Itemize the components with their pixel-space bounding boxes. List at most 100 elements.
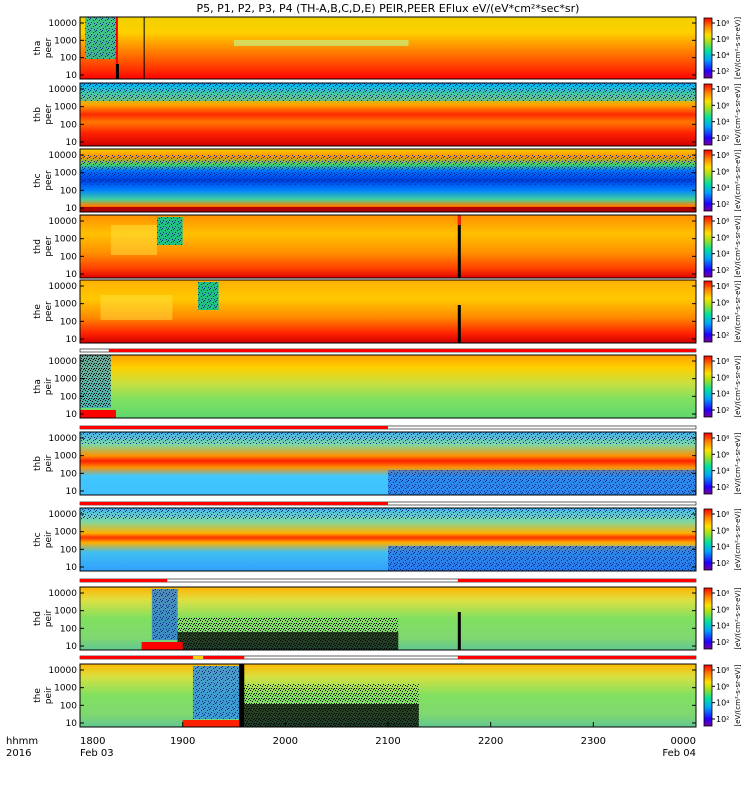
colorbar-tick-label: 10⁸	[716, 151, 729, 160]
panel-species-label: peir	[44, 377, 54, 395]
colorbar-tick-label: 10²	[716, 67, 729, 76]
panel-species-label: peer	[44, 37, 54, 58]
panel-thb-peer	[79, 82, 715, 147]
y-tick-label: 100	[60, 120, 77, 130]
y-tick-label: 10000	[48, 282, 77, 292]
y-tick-label: 10000	[48, 357, 77, 367]
colorbar	[703, 83, 713, 146]
x-tick-label: 2300	[581, 736, 606, 747]
colorbar-tick-label: 10⁶	[716, 233, 729, 242]
panel-the-peer	[79, 279, 715, 344]
colorbar	[703, 664, 713, 727]
panel-probe-label: tha	[33, 379, 43, 394]
x-tick-label: 2000	[273, 736, 298, 747]
panel-thc-peir	[79, 507, 715, 572]
colorbar	[703, 587, 713, 650]
y-tick-label: 100	[60, 186, 77, 196]
colorbar-label: [eV/(cm²-s-sr-eV)]	[734, 149, 742, 212]
y-tick-label: 10000	[48, 151, 77, 161]
colorbar-tick-label: 10⁶	[716, 526, 729, 535]
mode-flag-bar	[79, 655, 697, 660]
colorbar-tick-label: 10⁶	[716, 35, 729, 44]
panel-probe-label: tha	[33, 41, 43, 56]
y-tick-label: 1000	[54, 684, 77, 694]
colorbar	[703, 355, 713, 418]
colorbar-tick-label: 10⁴	[716, 51, 729, 60]
y-tick-label: 1000	[54, 103, 77, 113]
colorbar-tick-label: 10⁶	[716, 101, 729, 110]
colorbar	[703, 17, 713, 79]
x-tick-label: 1900	[170, 736, 195, 747]
mode-flag-bar	[79, 425, 697, 430]
panel-tha-peer	[79, 16, 715, 80]
panel-species-label: peer	[44, 170, 54, 191]
x-tick-label: 0000	[671, 736, 696, 747]
colorbar-label: [eV/(cm²-s-sr-eV)]	[734, 280, 742, 343]
colorbar-tick-label: 10²	[716, 406, 729, 415]
y-tick-label: 1000	[54, 300, 77, 310]
y-tick-label: 1000	[54, 235, 77, 245]
colorbar-tick-label: 10⁶	[716, 605, 729, 614]
colorbar	[703, 215, 713, 278]
y-tick-label: 1000	[54, 169, 77, 179]
colorbar-tick-label: 10⁸	[716, 666, 729, 675]
colorbar-tick-label: 10⁸	[716, 589, 729, 598]
colorbar-tick-label: 10⁴	[716, 184, 729, 193]
y-tick-label: 1000	[54, 452, 77, 462]
mode-flag-bar	[79, 348, 697, 353]
colorbar-tick-label: 10⁶	[716, 450, 729, 459]
y-tick-label: 10	[66, 204, 78, 214]
x-tick-label: 1800	[80, 736, 105, 747]
x-axis-year-label: 2016	[6, 748, 31, 759]
colorbar-tick-label: 10⁸	[716, 282, 729, 291]
colorbar-tick-label: 10²	[716, 134, 729, 143]
panel-thc-peer	[79, 148, 715, 213]
y-tick-label: 10000	[48, 85, 77, 95]
colorbar-tick-label: 10²	[716, 266, 729, 275]
panel-species-label: peer	[44, 104, 54, 125]
colorbar-tick-label: 10⁴	[716, 250, 729, 259]
panel-probe-label: the	[33, 688, 43, 703]
colorbar-tick-label: 10⁴	[716, 315, 729, 324]
y-tick-label: 10	[66, 642, 78, 652]
panel-thb-peir	[79, 431, 715, 496]
colorbar-tick-label: 10⁸	[716, 434, 729, 443]
colorbar-label: [eV/(cm²-s-sr-eV)]	[734, 215, 742, 278]
y-tick-label: 1000	[54, 607, 77, 617]
y-tick-label: 100	[60, 392, 77, 402]
y-tick-label: 10	[66, 563, 78, 573]
mode-flag-bar	[79, 501, 697, 506]
x-axis-format-label: hhmm	[6, 736, 38, 747]
panel-the-peir	[79, 663, 715, 728]
y-tick-label: 10000	[48, 19, 77, 29]
y-tick-label: 100	[60, 545, 77, 555]
chart-title: P5, P1, P2, P3, P4 (TH-A,B,C,D,E) PEIR,P…	[197, 2, 580, 15]
colorbar	[703, 432, 713, 495]
panel-probe-label: thd	[33, 611, 43, 626]
y-tick-label: 1000	[54, 36, 77, 46]
panel-species-label: peir	[44, 454, 54, 472]
colorbar-tick-label: 10⁴	[716, 543, 729, 552]
colorbar-tick-label: 10⁸	[716, 85, 729, 94]
colorbar-tick-label: 10⁶	[716, 373, 729, 382]
panel-species-label: peir	[44, 530, 54, 548]
colorbar-tick-label: 10⁶	[716, 167, 729, 176]
colorbar-tick-label: 10²	[716, 200, 729, 209]
colorbar-tick-label: 10²	[716, 559, 729, 568]
panel-probe-label: thd	[33, 239, 43, 254]
colorbar-tick-label: 10⁴	[716, 118, 729, 127]
panel-probe-label: thc	[33, 173, 43, 187]
y-tick-label: 100	[60, 252, 77, 262]
y-tick-label: 10	[66, 487, 78, 497]
panel-species-label: peer	[44, 301, 54, 322]
x-tick-label: 2100	[375, 736, 400, 747]
y-tick-label: 10000	[48, 217, 77, 227]
panel-thd-peer	[79, 214, 715, 279]
panel-species-label: peir	[44, 686, 54, 704]
x-tick-label: 2200	[478, 736, 503, 747]
panel-species-label: peer	[44, 236, 54, 257]
x-date-right: Feb 04	[662, 748, 696, 759]
y-tick-label: 1000	[54, 375, 77, 385]
